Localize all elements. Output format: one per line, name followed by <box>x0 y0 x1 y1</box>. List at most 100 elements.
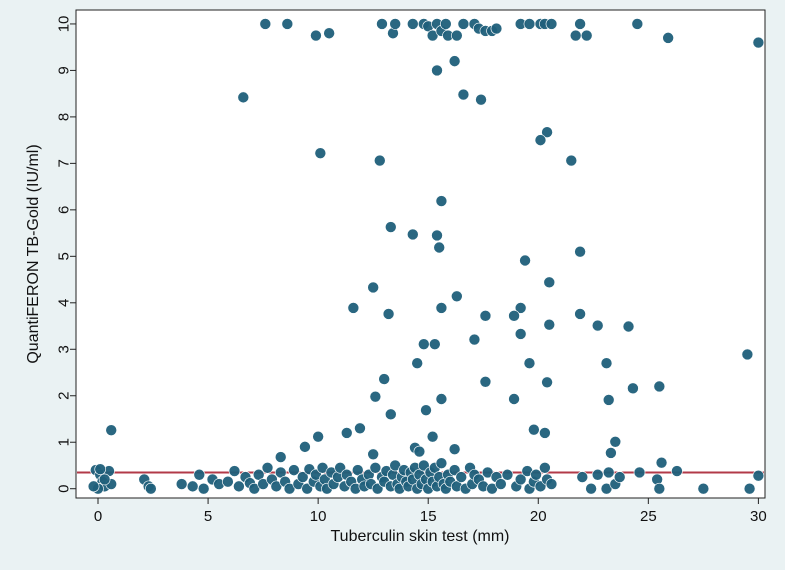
data-point <box>384 221 397 233</box>
data-point <box>451 29 463 42</box>
data-point <box>569 29 582 42</box>
data-point <box>662 32 674 44</box>
data-point <box>468 333 481 346</box>
data-point <box>435 302 448 314</box>
data-point <box>541 376 553 389</box>
data-point <box>602 466 615 479</box>
data-point <box>228 465 241 477</box>
data-point <box>197 482 210 495</box>
data-point <box>369 461 382 474</box>
data-point <box>574 18 586 30</box>
data-point <box>299 441 311 453</box>
data-point <box>431 229 443 242</box>
data-point <box>384 408 397 421</box>
data-point <box>382 308 395 320</box>
x-tick-label: 10 <box>310 508 327 525</box>
data-point <box>600 357 613 370</box>
data-point <box>574 308 586 320</box>
data-point <box>94 463 107 475</box>
data-point <box>389 18 401 30</box>
data-point <box>633 466 646 479</box>
y-tick-label: 4 <box>55 299 72 307</box>
data-point <box>653 380 666 393</box>
data-point <box>501 468 514 481</box>
data-point <box>451 290 463 303</box>
data-point <box>376 18 388 30</box>
data-point <box>457 18 470 30</box>
y-tick-label: 1 <box>55 438 72 446</box>
data-point <box>145 482 157 495</box>
data-point <box>369 390 382 403</box>
data-point <box>435 393 448 405</box>
data-point <box>495 478 507 490</box>
y-tick-label: 3 <box>55 345 72 353</box>
y-tick-label: 2 <box>55 392 72 400</box>
x-axis-title: Tuberculin skin test (mm) <box>331 528 510 545</box>
data-point <box>523 357 536 370</box>
data-point <box>519 254 531 267</box>
data-point <box>514 328 527 340</box>
data-point <box>455 471 468 483</box>
data-point <box>347 302 360 314</box>
data-point <box>565 154 578 167</box>
data-points <box>87 18 765 495</box>
data-point <box>367 281 379 294</box>
data-point <box>435 457 448 469</box>
data-point <box>222 475 234 488</box>
data-point <box>237 91 250 104</box>
y-tick-label: 7 <box>55 159 72 167</box>
y-tick-label: 10 <box>55 16 72 33</box>
data-point <box>631 18 644 30</box>
y-axis-title: QuantiFERON TB-Gold (IU/ml) <box>25 144 42 363</box>
data-point <box>655 456 668 469</box>
x-tick-label: 30 <box>750 508 767 525</box>
data-point <box>448 55 461 67</box>
data-point <box>752 36 765 49</box>
data-point <box>105 424 118 436</box>
data-point <box>426 430 439 443</box>
data-point <box>576 471 589 483</box>
data-point <box>613 471 626 483</box>
data-point <box>340 427 353 439</box>
data-point <box>534 134 547 146</box>
x-tick-label: 25 <box>640 508 657 525</box>
data-point <box>541 126 553 139</box>
data-point <box>543 318 556 331</box>
y-tick-label: 6 <box>55 206 72 214</box>
data-point <box>508 393 520 405</box>
data-point <box>479 310 492 322</box>
data-point <box>411 357 423 370</box>
data-point <box>354 422 366 435</box>
data-point <box>543 276 556 289</box>
data-point <box>312 430 324 443</box>
data-point <box>653 482 666 495</box>
data-point <box>87 480 100 493</box>
data-point <box>514 473 527 486</box>
data-point <box>440 18 452 30</box>
data-point <box>186 480 199 493</box>
data-point <box>98 473 111 486</box>
data-point <box>274 451 287 463</box>
data-point <box>351 464 364 476</box>
data-point <box>252 468 265 481</box>
data-point <box>741 348 754 361</box>
data-point <box>418 338 430 350</box>
data-point <box>420 404 432 416</box>
data-point <box>475 93 487 106</box>
x-tick-label: 20 <box>530 508 547 525</box>
data-point <box>457 88 470 101</box>
y-tick-label: 0 <box>55 485 72 493</box>
data-point <box>539 461 551 474</box>
data-point <box>609 435 622 448</box>
data-point <box>274 466 287 479</box>
y-tick-label: 8 <box>55 113 72 121</box>
data-point <box>367 448 379 461</box>
data-point <box>490 22 503 35</box>
data-point <box>373 154 386 167</box>
data-point <box>435 195 448 207</box>
data-point <box>743 482 756 495</box>
data-point <box>296 471 309 483</box>
data-point <box>406 18 419 30</box>
data-point <box>323 27 335 40</box>
